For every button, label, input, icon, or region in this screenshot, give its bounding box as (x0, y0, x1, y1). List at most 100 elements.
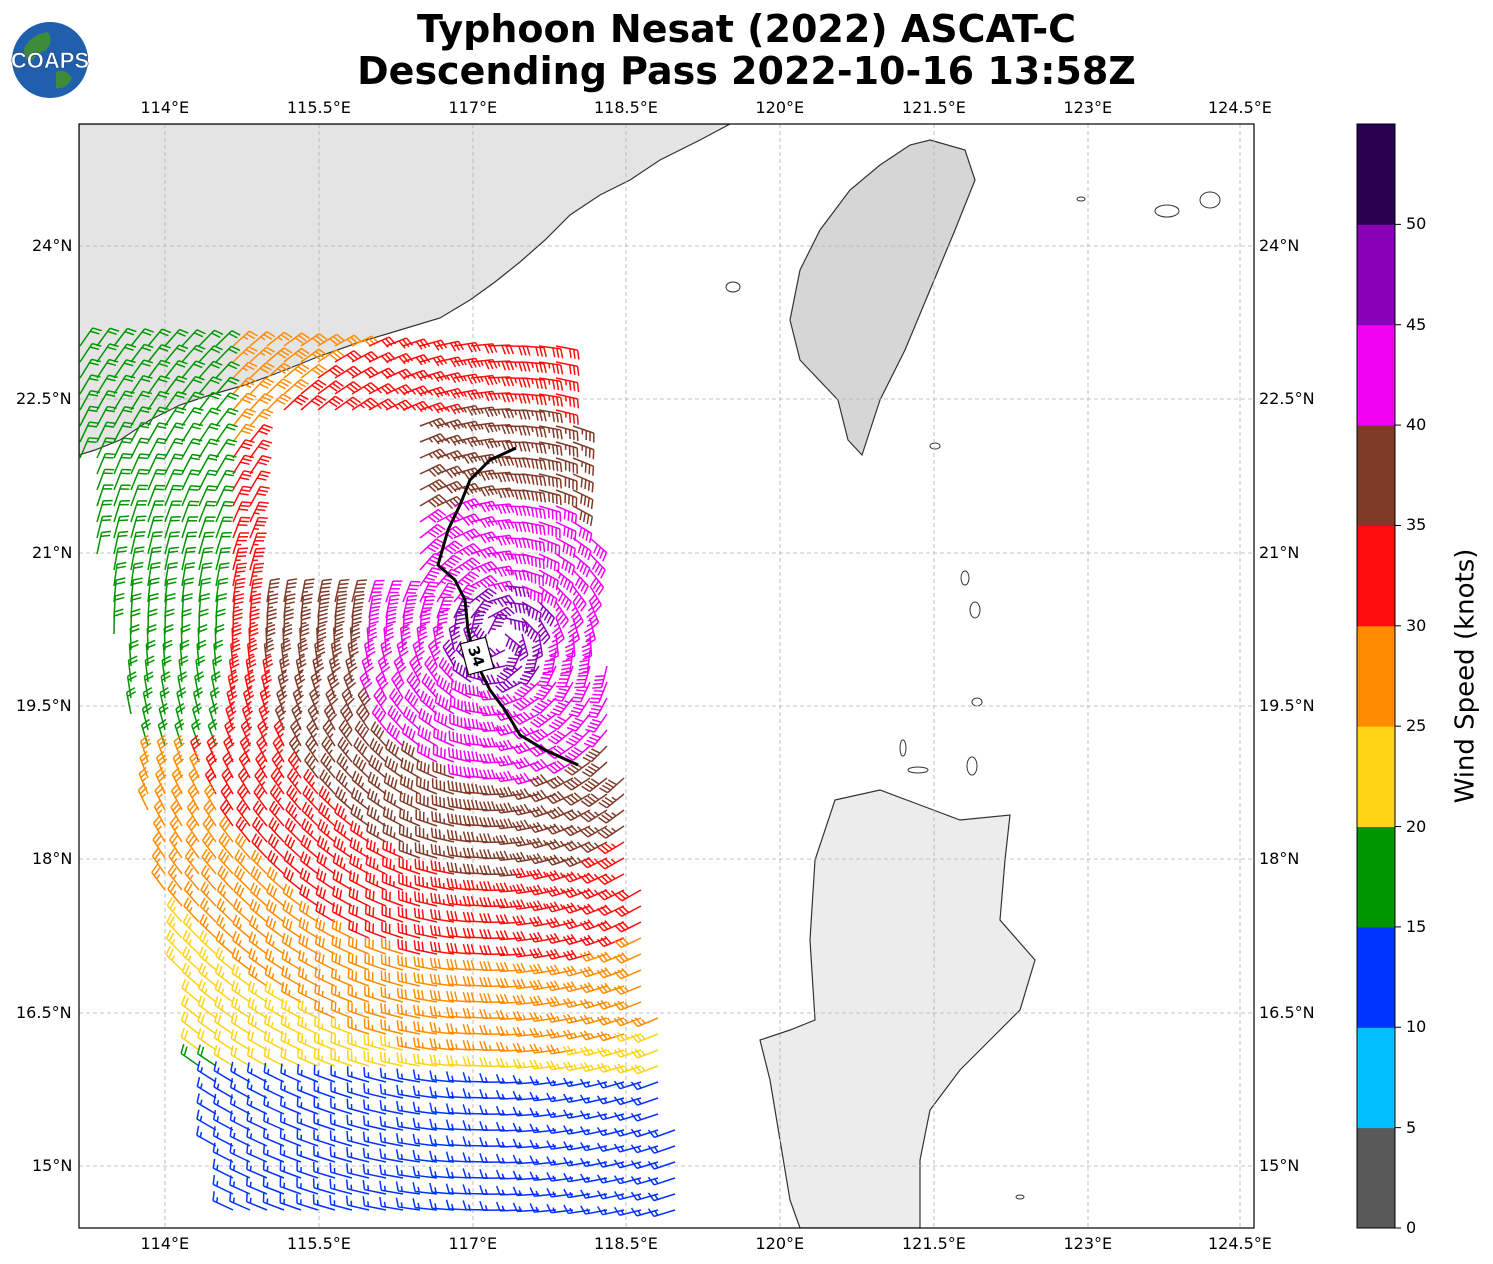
wind-barb (349, 837, 370, 859)
wind-barb (529, 728, 557, 743)
wind-barb (298, 933, 319, 955)
wind-barb (232, 439, 255, 459)
wind-barb (354, 720, 370, 747)
wind-barb (572, 489, 594, 510)
wind-barb (266, 331, 293, 347)
wind-barb (300, 348, 328, 363)
wind-barb (389, 688, 404, 715)
wind-barb (562, 871, 591, 883)
wind-barb (347, 936, 370, 955)
wind-barb (147, 531, 163, 555)
wind-barb (300, 608, 311, 635)
wind-barb (147, 484, 166, 507)
wind-barb (181, 469, 201, 491)
wind-barb (589, 553, 606, 579)
wind-barb (317, 364, 345, 379)
wind-barb (462, 815, 489, 827)
colorbar-segment (1357, 926, 1395, 1028)
wind-barb (130, 500, 148, 523)
wind-barb (421, 673, 438, 699)
wind-barb (416, 742, 438, 763)
wind-barb (283, 867, 302, 891)
wind-barb (164, 500, 182, 523)
wind-barb (479, 945, 506, 956)
wind-barb (495, 866, 523, 877)
wind-barb (198, 345, 223, 363)
wind-barb (283, 850, 302, 875)
wind-barb (479, 817, 506, 828)
wind-barb (198, 577, 212, 603)
wind-barb (164, 422, 186, 443)
lat-label-left: 21°N (32, 543, 73, 562)
wind-barb (614, 936, 642, 949)
wind-barb (538, 393, 564, 407)
lat-label-right: 21°N (1259, 543, 1300, 562)
wind-barb (200, 864, 217, 891)
wind-barb (146, 624, 157, 651)
wind-barb (254, 767, 268, 795)
wind-barb (572, 441, 595, 460)
wind-barb (251, 833, 268, 859)
wind-barb (200, 881, 217, 907)
wind-barb (566, 713, 591, 732)
wind-barb (249, 408, 274, 427)
colorbar-tick-label: 30 (1406, 615, 1427, 635)
wind-barb (186, 799, 200, 827)
wind-barb (297, 949, 319, 971)
wind-barb (448, 747, 472, 763)
wind-barb (232, 562, 247, 587)
wind-barb (215, 485, 235, 507)
lon-label-top: 120°E (755, 98, 805, 117)
wind-barb (370, 721, 387, 747)
wind-barb (436, 540, 463, 555)
wind-barb (562, 840, 591, 852)
wind-barb (479, 913, 506, 924)
wind-barb (487, 594, 516, 608)
wind-barb (542, 649, 557, 674)
wind-barb (248, 623, 259, 651)
wind-barb (232, 408, 256, 427)
wind-barb (419, 355, 448, 367)
wind-barb (249, 882, 268, 907)
wind-barb (315, 868, 336, 891)
wind-barb (386, 722, 404, 747)
wind-barb (572, 425, 595, 443)
wind-barb (397, 922, 421, 939)
wind-barb (521, 409, 547, 422)
wind-barb (369, 738, 387, 763)
wind-barb (453, 341, 481, 353)
colorbar-segment (1357, 425, 1395, 526)
wind-barb (495, 818, 523, 830)
wind-barb (470, 406, 498, 418)
wind-barb (316, 852, 336, 875)
wind-barb (314, 934, 336, 955)
wind-barb (562, 902, 591, 914)
wind-barb (572, 553, 591, 578)
wind-barb (538, 409, 563, 424)
wind-barb (521, 425, 547, 438)
wind-barb (198, 485, 218, 507)
wind-barb (268, 817, 285, 843)
lat-label-right: 16.5°N (1259, 1003, 1315, 1022)
wind-barb (470, 516, 499, 529)
wind-barb (487, 613, 508, 635)
wind-barb (414, 891, 438, 907)
wind-barb (528, 789, 557, 803)
wind-barb (399, 774, 421, 795)
wind-barb (138, 766, 149, 795)
wind-barb (436, 465, 465, 479)
wind-barb (538, 457, 563, 473)
wind-barb (364, 920, 387, 939)
wind-barb (249, 346, 275, 363)
colorbar-tick-label: 5 (1406, 1117, 1417, 1137)
wind-barb (382, 822, 404, 843)
wind-barb (470, 531, 499, 544)
wind-barb (470, 469, 498, 481)
wind-barb (478, 737, 506, 748)
wind-barb (232, 377, 257, 395)
wind-barb (596, 951, 625, 963)
wind-barb (266, 866, 285, 891)
wind-barb (198, 946, 217, 971)
wind-barb (232, 577, 246, 603)
